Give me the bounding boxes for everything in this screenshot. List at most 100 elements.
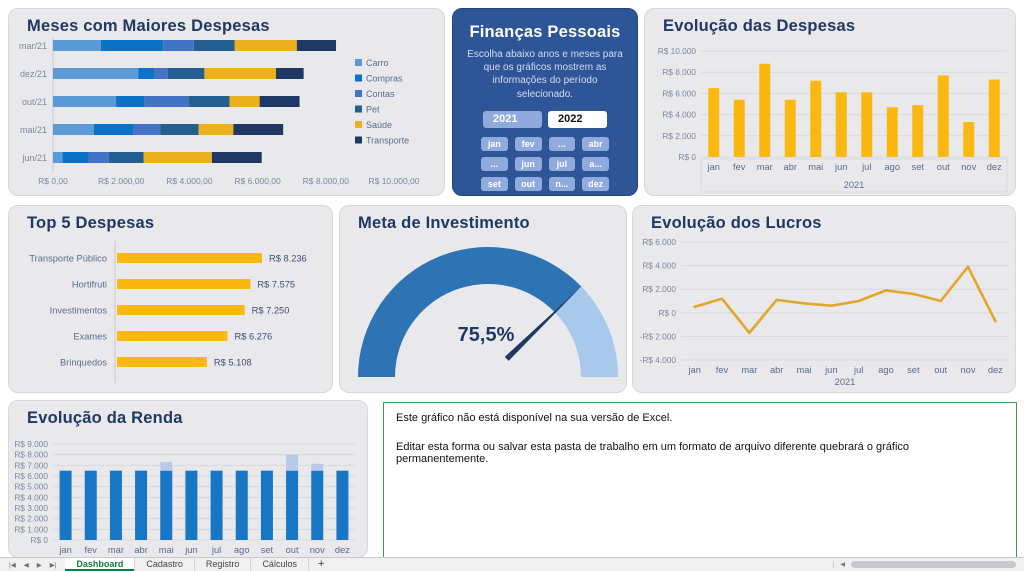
svg-text:2021: 2021 (844, 180, 865, 190)
svg-text:mai: mai (797, 365, 812, 375)
month-button-a[interactable]: a... (582, 156, 609, 171)
month-slicer: jan fev... abr... jun jul a... set out n... dez (481, 136, 609, 191)
svg-text:75,5%: 75,5% (458, 324, 515, 346)
sheet-tab-cadastro[interactable]: Cadastro (135, 558, 195, 571)
svg-text:jun: jun (834, 162, 847, 172)
svg-text:mar: mar (757, 162, 773, 172)
svg-text:out/21: out/21 (22, 97, 47, 107)
svg-text:Contas: Contas (366, 89, 395, 99)
svg-text:R$ 6.000: R$ 6.000 (642, 237, 676, 247)
scrollbar-left-icon[interactable]: ◀ (840, 562, 845, 568)
svg-text:R$ 2.000: R$ 2.000 (662, 131, 696, 141)
svg-text:Compras: Compras (366, 74, 403, 84)
scrollbar-thumb[interactable] (851, 561, 1016, 568)
svg-text:dez: dez (988, 365, 1003, 375)
month-button-dez[interactable]: dez (582, 176, 609, 191)
month-button-abr[interactable]: abr (582, 136, 609, 151)
svg-text:mar: mar (741, 365, 757, 375)
svg-text:mai/21: mai/21 (20, 125, 47, 135)
scroll-first-icon[interactable]: |◀ (9, 561, 16, 569)
svg-text:Hortifruti: Hortifruti (72, 280, 107, 290)
month-button-4[interactable]: ... (481, 156, 508, 171)
svg-text:jul: jul (861, 162, 871, 172)
svg-text:fev: fev (85, 545, 98, 555)
svg-text:R$ 7.250: R$ 7.250 (252, 306, 290, 316)
scroll-prev-icon[interactable]: ◀ (23, 561, 29, 569)
svg-text:nov: nov (961, 162, 976, 172)
add-sheet-button[interactable]: + (317, 558, 325, 570)
scroll-last-icon[interactable]: ▶| (49, 561, 57, 569)
svg-text:R$ 6.276: R$ 6.276 (234, 332, 272, 342)
month-button-jul[interactable]: jul (548, 156, 576, 171)
month-button-out[interactable]: out (514, 176, 542, 191)
sheet-tab-bar: |◀ ◀ ▶ ▶| Dashboard Cadastro Registro Cálculos… (0, 557, 1024, 571)
card-title-top5: Top 5 Despesas (27, 214, 155, 232)
svg-text:R$ 0: R$ 0 (678, 152, 696, 162)
svg-text:Pet: Pet (366, 105, 380, 115)
svg-text:R$ 5.108: R$ 5.108 (214, 358, 252, 368)
svg-text:R$ 0,00: R$ 0,00 (38, 176, 68, 186)
card-top5-despesas: Top 5 Despesas Transporte Público R$ 8.23… (8, 205, 333, 393)
sheet-nav-arrows: |◀ ◀ ▶ ▶| (0, 558, 65, 571)
svg-text:out: out (286, 545, 299, 555)
svg-text:mai: mai (808, 162, 823, 172)
svg-text:jun: jun (184, 545, 197, 555)
svg-text:mai: mai (159, 545, 174, 555)
card-title-meta: Meta de Investimento (358, 214, 530, 232)
svg-text:dez: dez (335, 545, 350, 555)
year-button-2021[interactable]: 2021 (483, 110, 542, 128)
svg-text:nov: nov (310, 545, 325, 555)
sheet-tabs: Dashboard Cadastro Registro Cálculos (65, 558, 309, 571)
svg-text:R$ 6.000: R$ 6.000 (662, 88, 696, 98)
card-title-lucros: Evolução dos Lucros (651, 214, 822, 232)
svg-text:Carro: Carro (366, 58, 389, 68)
sheet-tab-registro[interactable]: Registro (195, 558, 252, 571)
svg-text:Transporte: Transporte (366, 136, 409, 146)
month-button-jun[interactable]: jun (514, 156, 542, 171)
sheet-tab-cálculos[interactable]: Cálculos (251, 558, 309, 571)
scroll-next-icon[interactable]: ▶ (36, 561, 42, 569)
panel-title: Finanças Pessoais (469, 23, 621, 41)
card-evolucao-renda: Evolução da Renda R$ 9.000 R$ 8.000 R$ 7.0… (8, 400, 368, 558)
panel-subtitle: Escolha abaixo anos e meses para que os … (467, 49, 623, 100)
svg-text:set: set (261, 545, 274, 555)
svg-text:R$ 0: R$ 0 (658, 308, 676, 318)
svg-text:abr: abr (784, 162, 797, 172)
svg-text:R$ 0: R$ 0 (30, 535, 48, 545)
svg-text:R$ 4.000: R$ 4.000 (642, 261, 676, 271)
svg-text:R$ 8.000: R$ 8.000 (662, 67, 696, 77)
svg-text:R$ 2.000: R$ 2.000 (642, 284, 676, 294)
svg-text:2021: 2021 (835, 377, 856, 387)
month-button-2[interactable]: ... (548, 136, 576, 151)
svg-text:jun/21: jun/21 (21, 153, 47, 163)
svg-text:R$ 4.000,00: R$ 4.000,00 (166, 176, 213, 186)
svg-text:R$ 7.000: R$ 7.000 (14, 460, 48, 470)
sheet-tab-dashboard[interactable]: Dashboard (65, 558, 136, 571)
svg-text:jan: jan (687, 365, 700, 375)
svg-text:ago: ago (234, 545, 250, 555)
card-financas-pessoais: Finanças Pessoais Escolha abaixo anos e … (452, 8, 638, 196)
svg-text:R$ 10.000: R$ 10.000 (658, 46, 697, 56)
svg-text:Investimentos: Investimentos (50, 306, 108, 316)
svg-text:jan: jan (707, 162, 720, 172)
month-button-jan[interactable]: jan (481, 136, 508, 151)
svg-text:R$ 1.000: R$ 1.000 (14, 524, 48, 534)
svg-text:ago: ago (884, 162, 900, 172)
svg-text:R$ 2.000,00: R$ 2.000,00 (98, 176, 145, 186)
card-meta-investimento: Meta de Investimento 75,5% (339, 205, 627, 393)
month-button-n[interactable]: n... (548, 176, 576, 191)
svg-text:Brinquedos: Brinquedos (60, 358, 107, 368)
svg-text:jul: jul (211, 545, 221, 555)
year-slicer: 2021 2022 (483, 110, 607, 128)
svg-text:set: set (912, 162, 925, 172)
evolucao-despesas-chart: R$ 10.000 R$ 8.000 R$ 6.000 R$ 4.000 R$ 2.00… (658, 46, 1008, 193)
meses-maiores-despesas-chart: mar/21 dez/21 out/21 mai/21 jun/21 R$ 0,00 R$ … (19, 38, 420, 186)
month-button-set[interactable]: set (481, 176, 508, 191)
month-button-fev[interactable]: fev (514, 136, 542, 151)
svg-text:out: out (937, 162, 950, 172)
meta-investimento-gauge: 75,5% (358, 247, 618, 377)
chart-unavailable-notice: Este gráfico não está disponível na sua … (383, 402, 1017, 558)
svg-text:out: out (934, 365, 947, 375)
svg-text:R$ 9.000: R$ 9.000 (14, 439, 48, 449)
year-button-2022[interactable]: 2022 (548, 110, 607, 128)
